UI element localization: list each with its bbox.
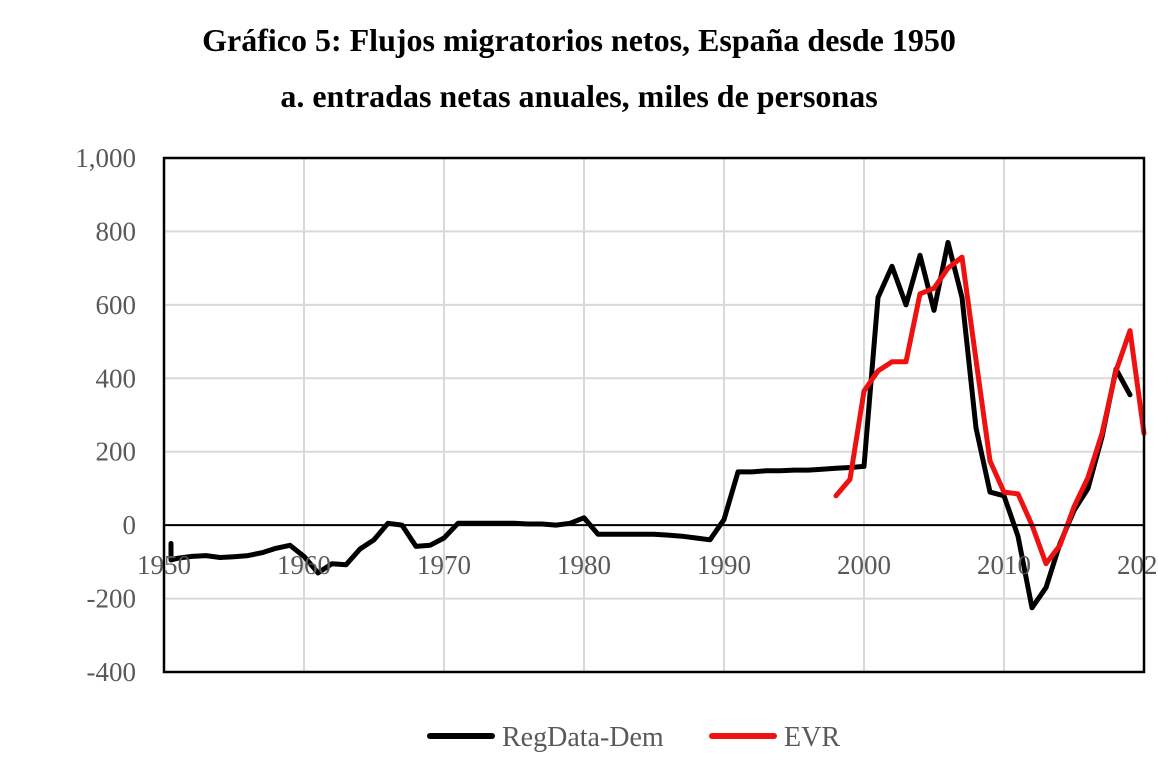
y-tick-label: 0 bbox=[123, 510, 137, 540]
x-tick-label: 2020 bbox=[1117, 550, 1158, 580]
x-tick-label: 2000 bbox=[837, 550, 891, 580]
gridlines bbox=[163, 157, 1145, 673]
legend-label-regdata-dem: RegData-Dem bbox=[502, 722, 664, 753]
series-line-evr bbox=[833, 254, 1147, 567]
y-tick-label: 200 bbox=[96, 437, 137, 467]
y-tick-label: -200 bbox=[87, 584, 137, 614]
chart-subtitle: a. entradas netas anuales, miles de pers… bbox=[280, 78, 878, 114]
x-tick-label: 1970 bbox=[417, 550, 471, 580]
y-tick-label: 800 bbox=[96, 216, 137, 246]
x-tick-label: 1990 bbox=[697, 550, 751, 580]
series-line-regdata-dem bbox=[168, 239, 1133, 611]
x-tick-label: 1960 bbox=[277, 550, 331, 580]
y-tick-label: -400 bbox=[87, 657, 137, 687]
legend: RegData-Dem EVR bbox=[427, 722, 840, 753]
chart-title: Gráfico 5: Flujos migratorios netos, Esp… bbox=[202, 22, 956, 58]
series-lines bbox=[168, 239, 1147, 611]
y-tick-label: 600 bbox=[96, 290, 137, 320]
y-axis-ticks: -400 -200 0 200 400 600 800 1,000 bbox=[75, 143, 136, 687]
y-tick-label: 1,000 bbox=[75, 143, 136, 173]
x-tick-label: 1980 bbox=[557, 550, 611, 580]
x-tick-label: 2010 bbox=[977, 550, 1031, 580]
plot-frame bbox=[162, 156, 1146, 674]
y-tick-label: 400 bbox=[96, 363, 137, 393]
legend-label-evr: EVR bbox=[784, 722, 840, 753]
x-axis-ticks: 19501960197019801990200020102020 bbox=[137, 550, 1158, 580]
